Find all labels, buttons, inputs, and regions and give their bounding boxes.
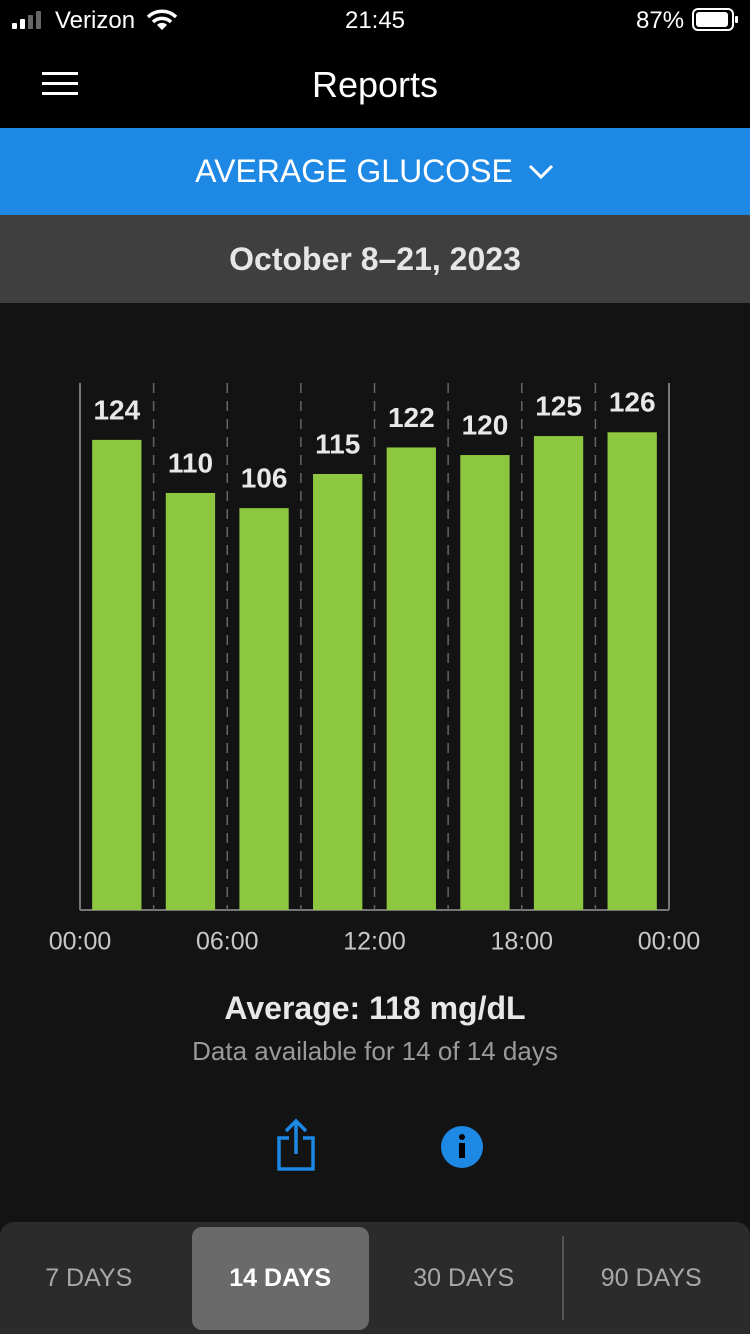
value-label: 126: [609, 387, 656, 418]
range-tab[interactable]: 14 DAYS: [191, 1227, 369, 1330]
availability-text: Data available for 14 of 14 days: [192, 1036, 558, 1066]
signal-icon: [12, 11, 41, 29]
bar: [386, 447, 436, 910]
wifi-icon: [146, 9, 178, 30]
value-label: 110: [168, 447, 213, 478]
x-tick-label: 00:00: [638, 928, 701, 956]
bar: [165, 492, 216, 910]
bar: [313, 473, 363, 910]
tab-bar: 7 DAYS 14 DAYS 30 DAYS 90 DAYS: [0, 1222, 750, 1334]
x-tick-label: 00:00: [49, 928, 112, 956]
value-label: 120: [462, 409, 509, 440]
value-label: 122: [388, 402, 435, 433]
bar: [607, 432, 657, 910]
report-selector[interactable]: AVERAGE GLUCOSE: [0, 128, 750, 215]
bar: [533, 436, 584, 910]
x-tick-label: 12:00: [343, 928, 406, 956]
range-tab[interactable]: 7 DAYS: [45, 1264, 133, 1292]
page-title: Reports: [311, 64, 439, 105]
date-range: October 8–21, 2023: [0, 215, 750, 303]
x-tick-label: 18:00: [490, 928, 553, 956]
bar: [239, 508, 289, 910]
value-label: 125: [535, 390, 582, 421]
average-text: Average: 118 mg/dL: [224, 990, 526, 1026]
bar: [92, 439, 142, 910]
value-label: 115: [315, 428, 360, 459]
chart: 00:00 06:00 12:00 18:00 00:00 124 110 106 115 122…: [49, 383, 701, 956]
range-tab[interactable]: 90 DAYS: [600, 1264, 702, 1292]
tab-divider: [562, 1236, 564, 1320]
value-label: 106: [241, 463, 288, 494]
info-button[interactable]: [440, 1125, 484, 1169]
clock: 21:45: [344, 7, 406, 34]
bar: [460, 455, 510, 910]
range-tab[interactable]: 30 DAYS: [413, 1264, 515, 1292]
report-label: AVERAGE GLUCOSE: [195, 153, 513, 189]
battery-icon: [692, 8, 738, 31]
nav-bar: Reports: [0, 40, 750, 128]
x-tick-label: 06:00: [196, 928, 259, 956]
battery-percent: 87%: [636, 7, 685, 34]
carrier: Verizon: [55, 7, 136, 34]
dropdown-chevron: [528, 164, 553, 179]
share-button[interactable]: [276, 1118, 316, 1172]
menu-button[interactable]: [42, 72, 78, 96]
value-label: 124: [93, 394, 140, 425]
status-bar: Verizon 21:45 87%: [0, 0, 750, 40]
